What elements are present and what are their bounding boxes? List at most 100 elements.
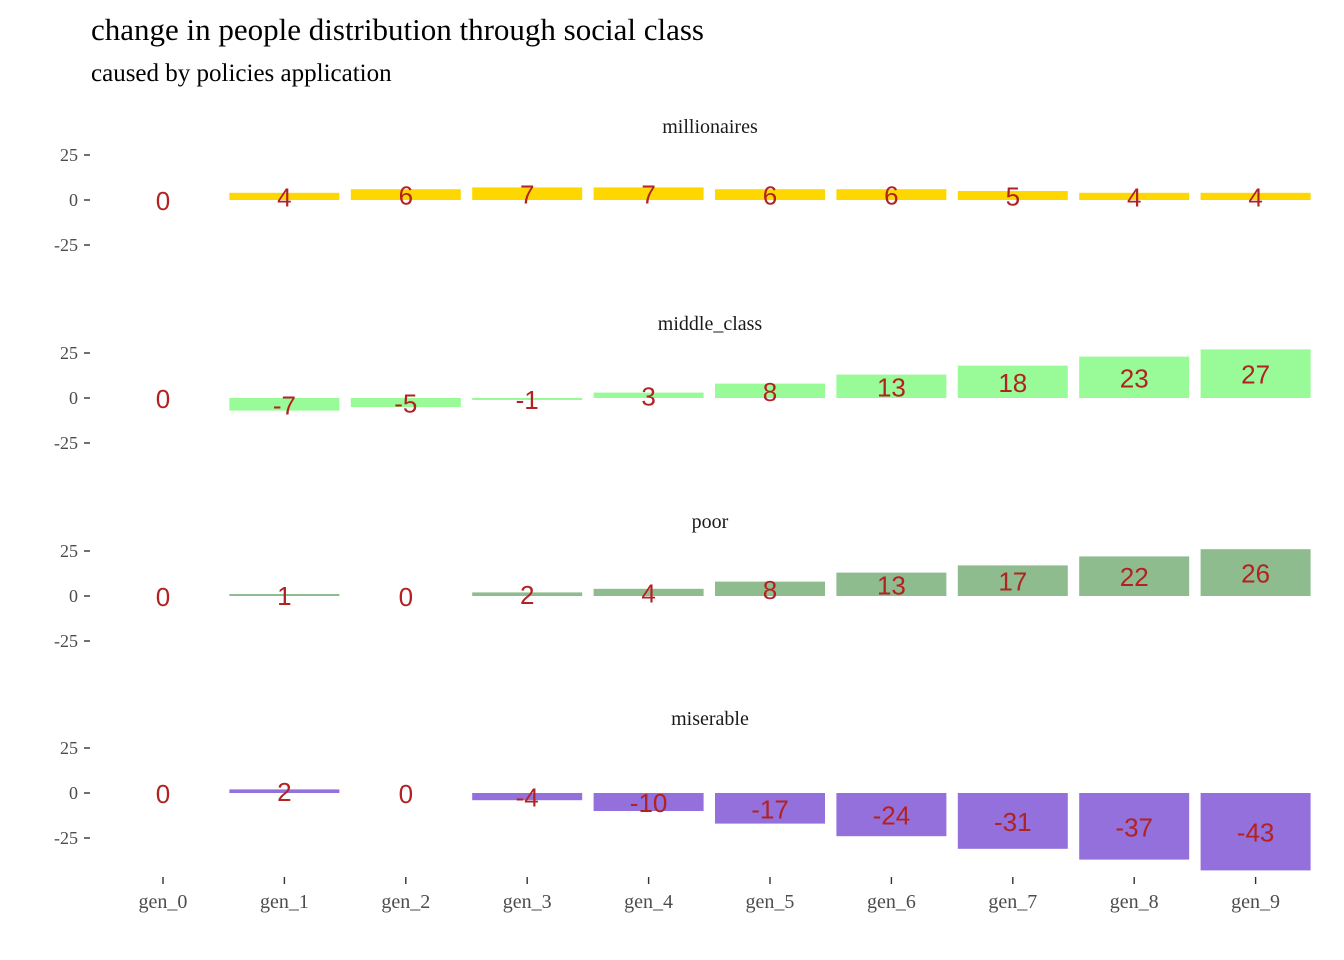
data-label: 8 (763, 377, 777, 407)
data-label: -37 (1115, 812, 1153, 842)
bar-millionaires-gen_3 (472, 187, 583, 200)
data-label: 13 (877, 570, 906, 600)
data-label: -31 (994, 807, 1032, 837)
data-label: 6 (399, 181, 413, 211)
data-label: 4 (641, 578, 655, 608)
bar-miserable-gen_3 (472, 793, 583, 801)
y-tick-label: 25 (60, 343, 78, 363)
bar-poor-gen_3 (472, 592, 583, 596)
x-tick-label: gen_7 (988, 891, 1037, 913)
data-label: 0 (156, 779, 170, 809)
data-label: -10 (630, 788, 668, 818)
y-tick-label: 25 (60, 738, 78, 758)
x-tick-label: gen_6 (867, 891, 916, 913)
bar-middle_class-gen_9 (1200, 349, 1311, 398)
data-label: 0 (156, 582, 170, 612)
bar-millionaires-gen_8 (1079, 192, 1190, 200)
data-label: 8 (763, 575, 777, 605)
data-label: -5 (394, 389, 417, 419)
data-label: 7 (520, 180, 534, 210)
bar-millionaires-gen_2 (350, 189, 461, 200)
facet-strip-label: millionaires (662, 116, 758, 138)
facet-middle_class: middle_class 25 0 -25 0 -7 -5 -1 3 8 13 18 23 27 (54, 313, 1311, 453)
facet-miserable: miserable 25 0 -25 0 2 0 -4 -10 -17 -24 -31 -37 -43 (54, 708, 1311, 871)
x-tick-label: gen_1 (260, 891, 309, 913)
data-label: -17 (751, 794, 789, 824)
y-tick-label: 0 (69, 783, 78, 803)
data-label: 22 (1120, 562, 1149, 592)
y-tick-label: 25 (60, 145, 78, 165)
y-tick-label: -25 (54, 631, 78, 651)
data-label: 2 (277, 777, 291, 807)
facet-strip-label: middle_class (658, 313, 763, 335)
bar-millionaires-gen_1 (229, 192, 340, 200)
y-tick-label: 0 (69, 586, 78, 606)
x-tick-label: gen_3 (503, 891, 552, 913)
x-tick-label: gen_8 (1110, 891, 1159, 913)
bar-middle_class-gen_6 (836, 374, 947, 398)
data-label: 6 (763, 181, 777, 211)
data-label: -1 (516, 385, 539, 415)
x-tick-label: gen_0 (139, 891, 188, 913)
data-label: 26 (1241, 559, 1270, 589)
bar-millionaires-gen_4 (593, 187, 704, 200)
bar-poor-gen_9 (1200, 549, 1311, 596)
x-tick-label: gen_9 (1231, 891, 1280, 913)
data-label: 3 (641, 381, 655, 411)
bar-poor-gen_6 (836, 572, 947, 596)
facet-panels: millionaires 25 0 -25 0 4 6 7 7 6 6 5 4 4 middle_class… (54, 116, 1311, 871)
facet-strip-label: poor (692, 511, 729, 533)
bar-middle_class-gen_4 (593, 392, 704, 398)
bar-middle_class-gen_3 (472, 398, 583, 400)
data-label: 13 (877, 372, 906, 402)
data-label: 4 (277, 182, 291, 212)
data-label: 1 (277, 581, 291, 611)
data-label: 18 (998, 368, 1027, 398)
data-label: 27 (1241, 360, 1270, 390)
data-label: 0 (399, 582, 413, 612)
data-label: 7 (641, 180, 655, 210)
data-label: 0 (156, 186, 170, 216)
bar-middle_class-gen_2 (350, 398, 461, 407)
bar-miserable-gen_1 (229, 789, 340, 793)
data-label: -4 (516, 783, 539, 813)
data-label: 17 (998, 567, 1027, 597)
bar-middle_class-gen_7 (957, 365, 1068, 398)
bar-miserable-gen_8 (1079, 793, 1190, 860)
data-label: 5 (1006, 182, 1020, 212)
y-tick-label: 0 (69, 190, 78, 210)
data-label: -7 (273, 390, 296, 420)
bar-middle_class-gen_8 (1079, 356, 1190, 398)
facet-millionaires: millionaires 25 0 -25 0 4 6 7 7 6 6 5 4 4 (54, 116, 1311, 255)
bar-middle_class-gen_5 (715, 383, 825, 398)
bar-poor-gen_5 (715, 581, 825, 596)
x-tick-label: gen_4 (624, 891, 673, 913)
chart-title: change in people distribution through so… (91, 12, 704, 47)
bar-poor-gen_1 (229, 594, 340, 596)
data-label: 6 (884, 181, 898, 211)
bar-miserable-gen_5 (715, 793, 825, 824)
bar-millionaires-gen_6 (836, 189, 947, 200)
facet-strip-label: miserable (671, 708, 749, 730)
y-tick-label: 25 (60, 541, 78, 561)
y-tick-label: -25 (54, 828, 78, 848)
data-label: -24 (873, 801, 911, 831)
x-axis: gen_0 gen_1 gen_2 gen_3 gen_4 gen_5 gen_6 gen_7… (139, 877, 1280, 913)
bar-miserable-gen_4 (593, 793, 704, 811)
data-label: -43 (1237, 818, 1275, 848)
bar-miserable-gen_9 (1200, 793, 1311, 871)
bar-middle_class-gen_1 (229, 398, 340, 411)
bar-miserable-gen_6 (836, 793, 947, 837)
bar-millionaires-gen_9 (1200, 192, 1311, 200)
y-tick-label: -25 (54, 433, 78, 453)
bar-miserable-gen_7 (957, 793, 1068, 849)
bar-millionaires-gen_7 (957, 191, 1068, 200)
chart-subtitle: caused by policies application (91, 60, 392, 87)
bar-poor-gen_7 (957, 565, 1068, 596)
y-tick-label: -25 (54, 235, 78, 255)
data-label: 23 (1120, 363, 1149, 393)
bar-poor-gen_8 (1079, 556, 1190, 596)
y-tick-label: 0 (69, 388, 78, 408)
data-label: 4 (1248, 182, 1262, 212)
data-label: 2 (520, 580, 534, 610)
